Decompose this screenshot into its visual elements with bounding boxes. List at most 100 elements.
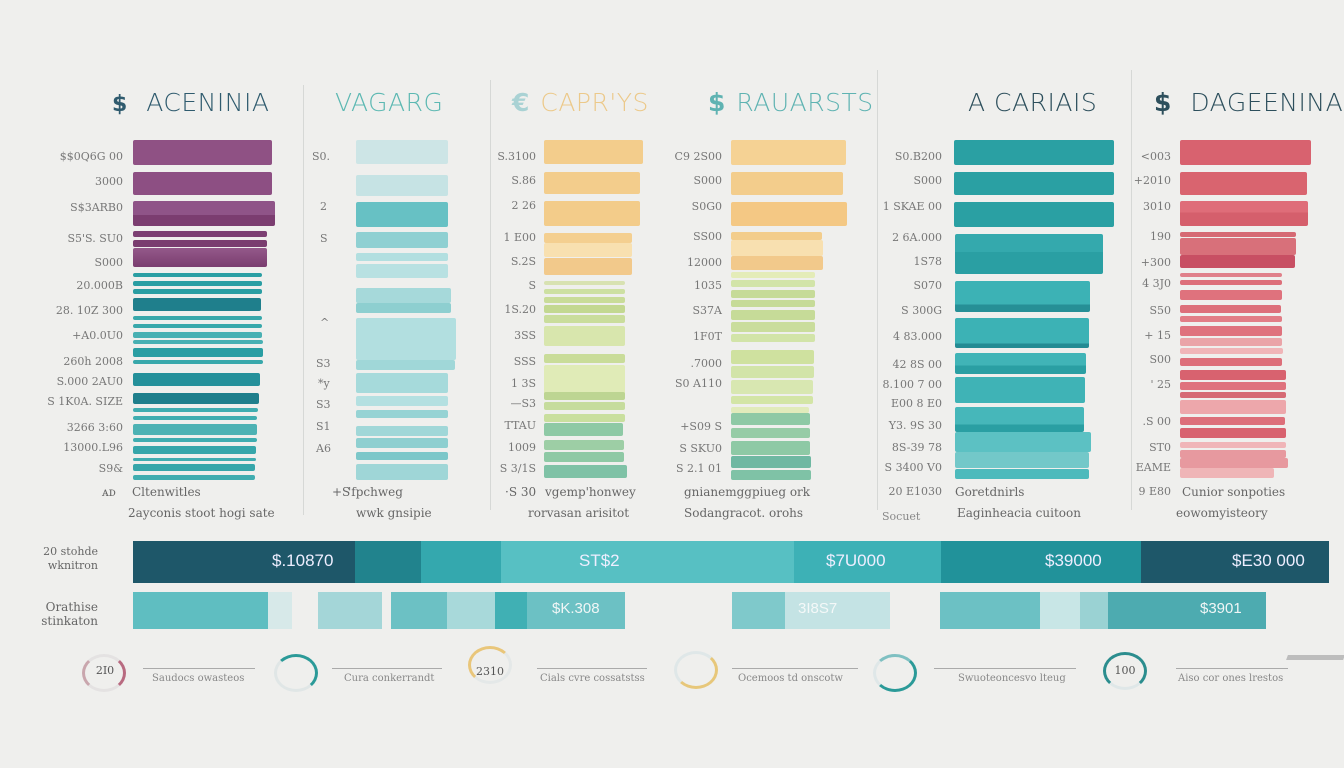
value-label: S 3/1S (499, 462, 536, 475)
bar-segment (355, 541, 421, 583)
bar (356, 303, 451, 313)
bar (1180, 417, 1285, 425)
column-title-3: € CAPR'YS (512, 88, 649, 117)
value-label: *y (318, 377, 330, 390)
value-label: ' 25 (1150, 378, 1171, 391)
bar (1180, 370, 1286, 380)
bar (955, 234, 1103, 274)
bar (544, 289, 625, 294)
value-label: +2010 (1133, 174, 1171, 187)
value-label: S.86 (511, 174, 536, 187)
bar (356, 202, 448, 227)
bar (133, 408, 258, 412)
summary-value: $.10870 (272, 551, 334, 570)
bar (133, 475, 255, 480)
bar (955, 407, 1084, 432)
bar (133, 416, 257, 420)
bar (133, 332, 262, 338)
bar (133, 298, 261, 311)
bar (731, 240, 823, 256)
value-label: 1S78 (913, 255, 942, 268)
bar (133, 140, 272, 165)
value-label: S (320, 232, 328, 245)
bar (356, 410, 448, 418)
bar (133, 424, 257, 435)
value-label: <003 (1140, 150, 1171, 163)
bar (544, 414, 625, 422)
bar (133, 273, 262, 277)
bar (133, 172, 272, 195)
bar (544, 365, 625, 395)
summary-row1-label: 20 stohde wknitron (43, 545, 98, 572)
bar (1180, 316, 1282, 322)
bar (544, 172, 640, 194)
bar (356, 360, 455, 370)
bar (731, 300, 815, 307)
bar (356, 140, 448, 164)
bar (544, 305, 625, 313)
caption-line-2: rorvasan arisitot (528, 506, 630, 520)
value-label: 1F0T (693, 330, 722, 343)
value-label: ST0 (1149, 441, 1171, 454)
dollar-icon: $ (708, 88, 726, 117)
column-divider (1131, 70, 1132, 510)
bar (955, 318, 1089, 348)
summary-value: $E30 000 (1232, 551, 1305, 570)
caption-line-1: Cltenwitles (132, 485, 201, 499)
bar-segment (1108, 592, 1266, 629)
summary-value: $7U000 (826, 551, 886, 570)
value-label: —S3 (510, 397, 536, 410)
bar-segment (495, 592, 527, 629)
value-label: .S 00 (1142, 415, 1171, 428)
value-label: + 15 (1144, 329, 1171, 342)
divider-line (732, 668, 858, 669)
bar (133, 281, 262, 286)
value-label: S3 (316, 357, 331, 370)
summary-value: ST$2 (579, 551, 620, 570)
bar (731, 470, 811, 480)
ring-gauge-icon (82, 654, 126, 692)
bar (133, 373, 260, 386)
bar (954, 202, 1114, 227)
value-label: S 300G (901, 304, 942, 317)
bar (356, 175, 448, 196)
value-label: S5'S. SU0 (67, 232, 124, 245)
column-title-1: $ ACENINIA (112, 88, 270, 117)
decorative-arrow (1286, 655, 1344, 660)
bar (1180, 442, 1286, 448)
bar (356, 373, 448, 393)
column-title-2: VAGARG (335, 88, 444, 117)
bar (133, 201, 275, 226)
bar-segment (1080, 592, 1108, 629)
value-label: S000 (913, 174, 942, 187)
value-label: ^ (320, 316, 330, 329)
bar (1180, 450, 1286, 458)
value-label: 2 26 (511, 199, 537, 212)
divider-line (537, 668, 647, 669)
caption-side: Socuet (882, 510, 921, 523)
value-label: 20.000B (76, 279, 123, 292)
value-label: S$3ARB0 (70, 201, 123, 214)
caption-line-1: vgemp'honwey (545, 485, 636, 499)
bar (1180, 280, 1282, 285)
value-label: $$0Q6G 00 (59, 150, 123, 163)
caption-line-1: 'fpchweg (348, 485, 403, 499)
value-label: A6 (316, 442, 331, 455)
bar (955, 281, 1090, 312)
bar (731, 310, 815, 320)
value-label: 28. 10Z 300 (55, 304, 123, 317)
caption-line-1: Cunior sonpoties (1182, 485, 1286, 499)
bar (544, 233, 632, 243)
bar (731, 396, 813, 404)
bar (544, 258, 632, 275)
caption-number: ·S 30 (505, 485, 537, 499)
bar (731, 172, 843, 195)
value-label: 1S.20 (504, 303, 536, 316)
bar (1180, 238, 1296, 255)
legend-text: Aiso cor ones lrestos (1178, 673, 1284, 684)
bar (1180, 326, 1282, 336)
value-label: S SKU0 (679, 442, 722, 455)
bar-segment (133, 541, 355, 583)
value-label: 13000.L96 (63, 441, 123, 454)
value-label: S50 (1149, 304, 1171, 317)
